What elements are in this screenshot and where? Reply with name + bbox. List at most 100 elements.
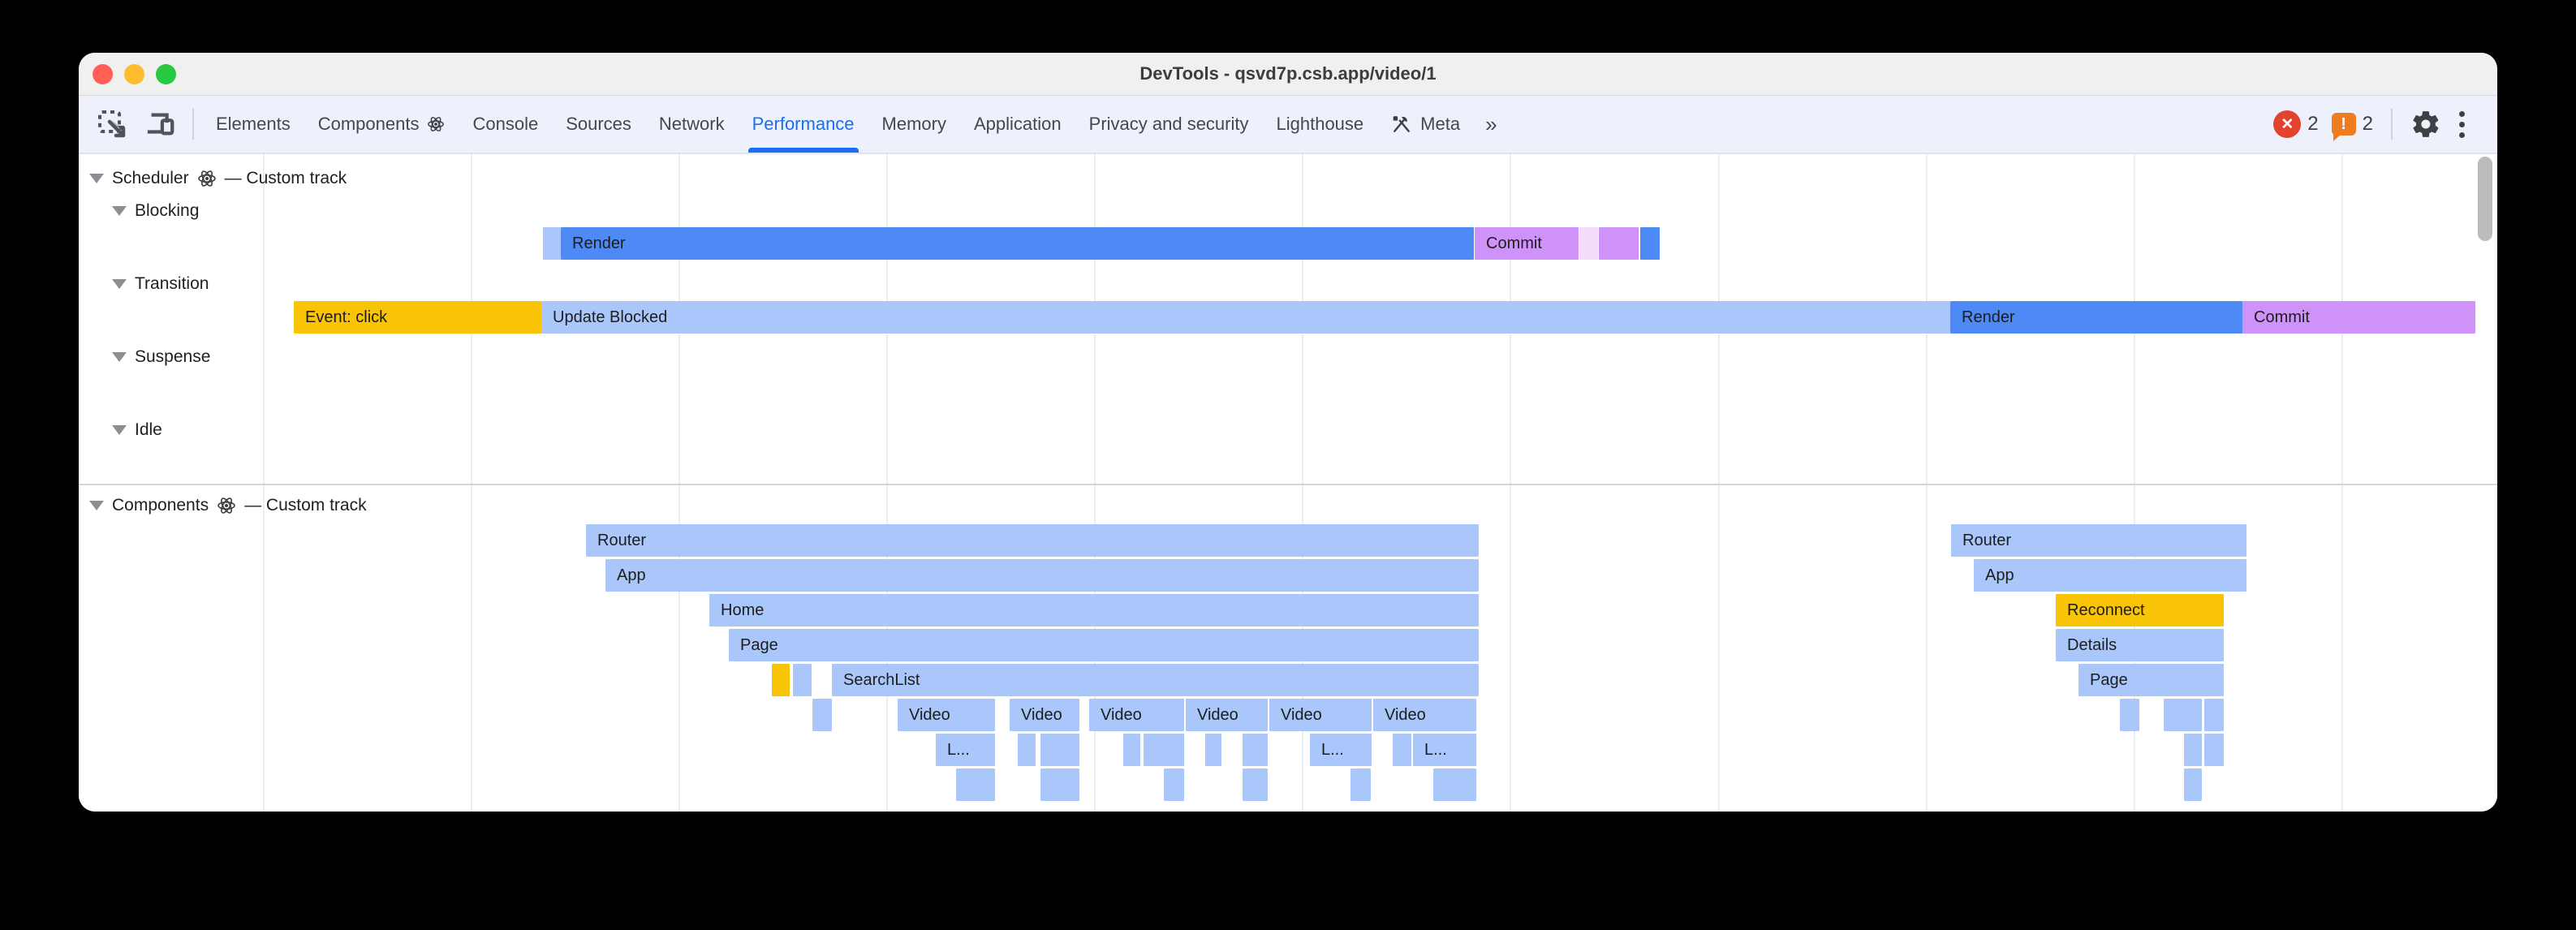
flame-bar[interactable] — [793, 664, 812, 696]
flame-bar-commit[interactable]: Commit — [1475, 227, 1579, 260]
tab-label: Components — [317, 114, 420, 134]
lane-idle-label: Idle — [135, 420, 162, 439]
flame-bar-render[interactable]: Render — [1950, 301, 2242, 334]
flame-bar[interactable] — [1123, 734, 1140, 766]
flame-bar[interactable] — [1144, 734, 1184, 766]
performance-flamechart[interactable]: Scheduler — Custom track Components — Custo… — [79, 154, 2497, 812]
more-tabs-button[interactable]: » — [1485, 111, 1499, 136]
flame-bar-video[interactable]: Video — [1269, 699, 1372, 731]
flame-bar[interactable] — [1018, 734, 1036, 766]
flame-bar-router[interactable]: Router — [586, 524, 1479, 557]
toggle-device-toolbar-icon[interactable] — [145, 109, 176, 140]
expand-triangle-icon[interactable] — [89, 174, 104, 183]
flame-bar[interactable] — [1433, 769, 1476, 801]
timeline-gridline — [1094, 154, 1096, 812]
track-header-scheduler-label: Scheduler — [112, 169, 189, 187]
tab-elements[interactable]: Elements — [202, 96, 304, 153]
panel-tabs: Elements Components Console Sources Network P… — [202, 96, 1474, 153]
flame-bar[interactable] — [772, 664, 790, 696]
flame-bar-page[interactable]: Page — [729, 629, 1479, 661]
track-header-components[interactable]: Components — Custom track — [89, 496, 367, 515]
tab-sources[interactable]: Sources — [552, 96, 645, 153]
expand-triangle-icon[interactable] — [112, 279, 127, 289]
flame-bar-app[interactable]: App — [605, 559, 1479, 592]
toolbar-divider — [192, 109, 194, 140]
flame-bar[interactable] — [2204, 699, 2224, 731]
flame-bar[interactable] — [1243, 734, 1268, 766]
flame-bar[interactable] — [2184, 769, 2202, 801]
expand-triangle-icon[interactable] — [112, 425, 127, 435]
flame-bar-page[interactable]: Page — [2078, 664, 2224, 696]
flame-bar[interactable] — [2184, 734, 2202, 766]
flame-bar[interactable] — [1579, 227, 1598, 260]
tab-performance[interactable]: Performance — [739, 96, 868, 153]
flame-bar-video[interactable]: Video — [1186, 699, 1268, 731]
lane-suspense[interactable]: Suspense — [112, 347, 210, 367]
flame-bar[interactable] — [543, 227, 561, 260]
flame-bar-event-click[interactable]: Event: click — [294, 301, 541, 334]
flame-bar[interactable] — [1599, 227, 1639, 260]
close-window-button[interactable] — [93, 63, 113, 84]
settings-gear-icon[interactable] — [2410, 109, 2441, 140]
flame-bar[interactable] — [2120, 699, 2139, 731]
flame-bar[interactable] — [1164, 769, 1184, 801]
flame-bar-video[interactable]: Video — [1010, 699, 1079, 731]
flame-bar[interactable] — [1040, 734, 1079, 766]
minimize-window-button[interactable] — [124, 63, 144, 84]
flame-bar-l-[interactable]: L... — [1310, 734, 1372, 766]
tab-lighthouse[interactable]: Lighthouse — [1263, 96, 1378, 153]
expand-triangle-icon[interactable] — [89, 501, 104, 510]
flame-bar-home[interactable]: Home — [709, 594, 1479, 626]
tab-label: Application — [974, 114, 1062, 134]
tab-meta[interactable]: Meta — [1377, 96, 1474, 153]
flame-bar-video[interactable]: Video — [898, 699, 995, 731]
vertical-scrollbar[interactable] — [2478, 157, 2492, 241]
flame-bar[interactable] — [1243, 769, 1268, 801]
flame-bar-video[interactable]: Video — [1089, 699, 1184, 731]
expand-triangle-icon[interactable] — [112, 352, 127, 362]
tab-components[interactable]: Components — [304, 96, 459, 153]
flame-bar-router[interactable]: Router — [1951, 524, 2246, 557]
flame-bar[interactable] — [1393, 734, 1411, 766]
flame-bar[interactable] — [2204, 734, 2224, 766]
flame-bar[interactable] — [1350, 769, 1371, 801]
flame-bar[interactable] — [956, 769, 995, 801]
warning-count: 2 — [2362, 113, 2373, 135]
lane-transition[interactable]: Transition — [112, 274, 209, 294]
flame-bar-searchlist[interactable]: SearchList — [832, 664, 1479, 696]
lane-blocking[interactable]: Blocking — [112, 201, 199, 221]
more-options-kebab-icon[interactable] — [2454, 110, 2470, 138]
flame-bar-details[interactable]: Details — [2056, 629, 2224, 661]
flame-bar-commit[interactable]: Commit — [2242, 301, 2475, 334]
flame-bar-l-[interactable]: L... — [1413, 734, 1476, 766]
flame-bar-app[interactable]: App — [1974, 559, 2246, 592]
tab-privacy-and-security[interactable]: Privacy and security — [1075, 96, 1263, 153]
flame-bar-reconnect[interactable]: Reconnect — [2056, 594, 2224, 626]
flame-bar-video[interactable]: Video — [1373, 699, 1476, 731]
lane-idle[interactable]: Idle — [112, 420, 162, 440]
flame-bar-update-blocked[interactable]: Update Blocked — [541, 301, 1950, 334]
tab-memory[interactable]: Memory — [868, 96, 960, 153]
tab-label: Privacy and security — [1088, 114, 1249, 134]
track-header-scheduler[interactable]: Scheduler — Custom track — [89, 169, 347, 188]
track-separator — [79, 484, 2497, 485]
tab-application[interactable]: Application — [960, 96, 1075, 153]
tab-label: Console — [472, 114, 539, 134]
tools-icon — [1393, 116, 1411, 132]
flame-bar[interactable] — [1640, 227, 1660, 260]
tab-console[interactable]: Console — [459, 96, 552, 153]
track-header-components-label: Components — [112, 496, 209, 515]
flame-bar-l-[interactable]: L... — [936, 734, 995, 766]
flame-bar[interactable] — [1040, 769, 1079, 801]
tab-network[interactable]: Network — [645, 96, 739, 153]
flame-bar[interactable] — [812, 699, 832, 731]
flame-bar-render[interactable]: Render — [561, 227, 1474, 260]
zoom-window-button[interactable] — [156, 63, 176, 84]
expand-triangle-icon[interactable] — [112, 206, 127, 216]
error-badge[interactable]: ✕ 2 — [2273, 110, 2319, 138]
inspect-element-icon[interactable] — [97, 109, 127, 140]
flame-bar[interactable] — [1205, 734, 1221, 766]
error-count: 2 — [2307, 113, 2319, 135]
flame-bar[interactable] — [2164, 699, 2202, 731]
warning-badge[interactable]: ! 2 — [2331, 113, 2373, 141]
